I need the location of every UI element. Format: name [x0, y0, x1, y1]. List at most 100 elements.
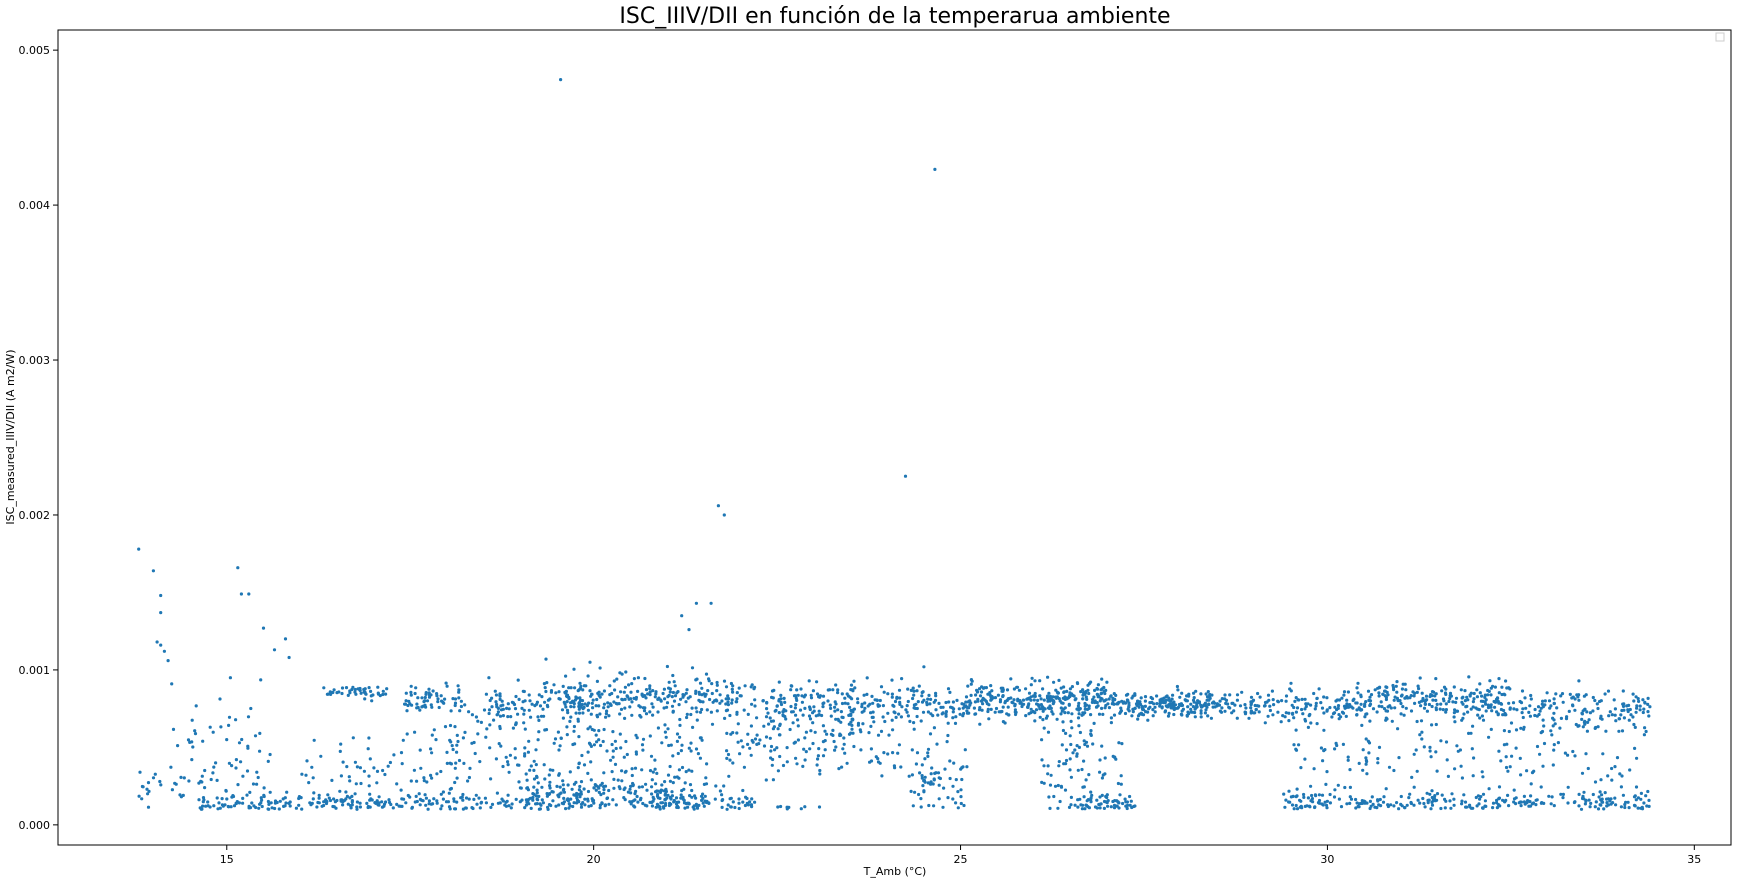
- data-point: [1362, 704, 1366, 708]
- data-point: [799, 807, 803, 811]
- data-point: [435, 801, 439, 805]
- data-point: [220, 797, 224, 801]
- data-point: [764, 735, 769, 739]
- data-point: [1294, 696, 1298, 700]
- data-point: [715, 689, 719, 693]
- data-point: [532, 785, 536, 789]
- data-point: [468, 766, 472, 771]
- data-point: [758, 738, 762, 742]
- data-point: [1196, 699, 1200, 703]
- data-point: [1303, 697, 1307, 701]
- data-point: [1644, 794, 1648, 798]
- data-point: [579, 805, 584, 809]
- data-point: [770, 695, 774, 700]
- data-point: [598, 666, 602, 670]
- data-point: [1472, 691, 1476, 696]
- data-point: [1059, 785, 1064, 789]
- data-point: [666, 727, 670, 731]
- data-point: [1571, 704, 1575, 708]
- data-point: [1518, 699, 1522, 704]
- data-point: [560, 708, 565, 712]
- data-point: [1633, 794, 1637, 798]
- data-point: [769, 756, 773, 760]
- data-point: [431, 689, 435, 693]
- data-point: [961, 714, 965, 718]
- data-point: [670, 695, 674, 699]
- data-point: [463, 703, 467, 707]
- data-point: [921, 690, 925, 694]
- data-point: [595, 715, 600, 719]
- data-point: [698, 699, 702, 703]
- data-point: [1606, 774, 1610, 778]
- data-point: [225, 797, 229, 801]
- data-point: [1558, 726, 1562, 730]
- data-point: [590, 727, 594, 732]
- data-point: [1080, 767, 1084, 772]
- data-point: [1418, 801, 1422, 805]
- data-point: [948, 690, 952, 695]
- data-point: [750, 702, 754, 706]
- data-point: [818, 695, 822, 699]
- data-point: [1396, 727, 1400, 731]
- data-point: [620, 672, 624, 676]
- data-point: [667, 803, 672, 808]
- data-point: [536, 715, 540, 719]
- data-point: [1618, 772, 1622, 776]
- data-point: [1124, 804, 1128, 808]
- data-point: [138, 770, 142, 774]
- data-point: [545, 794, 550, 798]
- data-point: [259, 678, 263, 682]
- data-point: [1552, 711, 1556, 715]
- data-point: [1382, 795, 1386, 799]
- data-point: [589, 712, 593, 716]
- data-point: [727, 697, 731, 701]
- data-point: [724, 685, 729, 689]
- data-point: [828, 703, 832, 707]
- data-point: [891, 728, 895, 732]
- data-point: [624, 670, 628, 674]
- data-point: [1633, 725, 1637, 730]
- data-point: [1249, 695, 1254, 699]
- data-point: [807, 714, 812, 718]
- data-point: [439, 807, 443, 811]
- data-point: [1541, 699, 1545, 703]
- data-point: [1633, 804, 1637, 808]
- data-point: [1131, 694, 1135, 698]
- data-point: [1577, 698, 1581, 702]
- data-point: [1529, 782, 1533, 786]
- data-point: [766, 711, 770, 715]
- data-point: [1387, 765, 1392, 769]
- data-point: [978, 706, 982, 710]
- data-point: [1096, 683, 1100, 687]
- data-point: [795, 762, 799, 766]
- data-point: [453, 766, 457, 770]
- data-point: [629, 784, 633, 789]
- data-point: [1084, 740, 1089, 744]
- data-point: [1392, 698, 1396, 702]
- data-point: [1089, 790, 1093, 794]
- data-point: [1495, 806, 1499, 810]
- data-point: [736, 740, 740, 744]
- data-point: [1529, 697, 1533, 701]
- data-point: [1099, 691, 1104, 695]
- data-point: [1573, 754, 1577, 758]
- data-point: [829, 714, 833, 718]
- data-point: [1322, 695, 1326, 699]
- data-point: [914, 762, 919, 766]
- data-point: [561, 779, 565, 783]
- data-point: [731, 690, 735, 694]
- data-point: [1483, 804, 1487, 808]
- data-point: [1393, 706, 1397, 710]
- data-point: [725, 708, 730, 712]
- data-point: [1603, 692, 1607, 696]
- data-point: [1429, 755, 1433, 759]
- data-point: [1027, 702, 1031, 706]
- data-point: [552, 741, 556, 745]
- data-point: [762, 744, 767, 748]
- data-point: [1069, 775, 1073, 779]
- data-point: [1636, 697, 1640, 701]
- data-point: [695, 718, 699, 722]
- data-point: [1392, 804, 1396, 808]
- data-point: [710, 722, 715, 726]
- data-point: [980, 708, 984, 712]
